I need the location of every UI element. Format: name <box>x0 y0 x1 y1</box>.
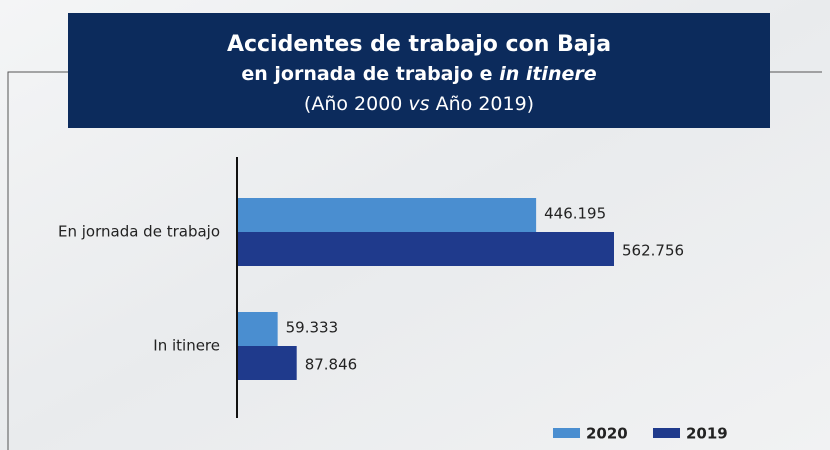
bar <box>238 232 614 266</box>
y-tick-label: En jornada de trabajo <box>58 223 220 241</box>
subtitle-part: in itinere <box>499 63 597 85</box>
chart-subtitle: (Año 2000 vs Año 2019) <box>304 93 534 115</box>
chart-subtitle: en jornada de trabajo e in itinere <box>241 63 596 85</box>
bar <box>238 312 278 346</box>
data-label: 59.333 <box>286 319 339 337</box>
data-label: 446.195 <box>544 205 606 223</box>
subtitle-part: en jornada de trabajo e <box>241 63 499 85</box>
frame <box>7 71 822 450</box>
subtitle-part: Año 2019) <box>430 93 535 115</box>
bar <box>238 198 537 232</box>
title-box <box>68 13 770 128</box>
subtitle-part: (Año 2000 <box>304 93 409 115</box>
y-tick-label: In itinere <box>153 337 220 355</box>
legend-label: 2019 <box>686 425 728 443</box>
legend-swatch <box>653 428 680 438</box>
chart-title: Accidentes de trabajo con Baja <box>227 32 611 57</box>
data-label: 87.846 <box>305 356 358 374</box>
data-label: 562.756 <box>622 242 684 260</box>
legend-swatch <box>553 428 580 438</box>
legend-label: 2020 <box>586 425 628 443</box>
bar <box>238 346 297 380</box>
subtitle-part: vs <box>408 93 429 115</box>
